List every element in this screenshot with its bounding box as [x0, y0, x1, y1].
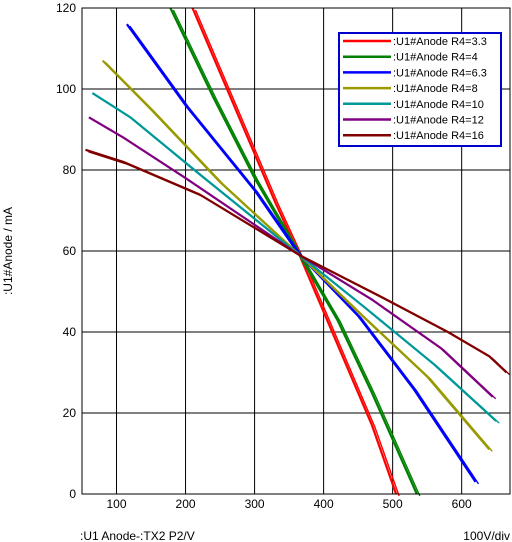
y-axis-label: :U1#Anode / mA [1, 207, 15, 295]
series-line-1-trace [194, 9, 400, 497]
y-tick-label: 40 [63, 325, 77, 339]
series-line-7-trace [88, 151, 510, 376]
y-tick-label: 100 [56, 82, 76, 96]
x-axis-label: :U1 Anode-:TX2 P2/V [80, 529, 195, 542]
legend-label-3: :U1#Anode R4=6.3 [393, 67, 487, 79]
legend-label-1: :U1#Anode R4=3.3 [393, 36, 487, 48]
legend-box [338, 32, 502, 147]
legend: :U1#Anode R4=3.3 :U1#Anode R4=4 :U1#Anode … [338, 32, 502, 147]
x-tick-label: 300 [245, 497, 265, 511]
legend-label-4: :U1#Anode R4=8 [393, 83, 478, 95]
x-tick-label: 100 [107, 497, 127, 511]
legend-label-2: :U1#Anode R4=4 [393, 52, 478, 64]
y-tick-label: 120 [56, 1, 76, 15]
series-line-1 [191, 7, 398, 495]
legend-label-5: :U1#Anode R4=10 [393, 99, 484, 111]
y-tick-label: 0 [69, 487, 76, 501]
x-tick-label: 400 [314, 497, 334, 511]
x-tick-label: 500 [383, 497, 403, 511]
x-tick-label: 200 [176, 497, 196, 511]
plot-frame [81, 7, 511, 495]
legend-label-6: :U1#Anode R4=12 [393, 115, 484, 127]
tick-labels: 100 200 300 400 500 600 0 20 40 60 80 100 120 [56, 1, 472, 511]
y-tick-label: 20 [63, 406, 77, 420]
y-tick-label: 80 [63, 163, 77, 177]
legend-label-7: :U1#Anode R4=16 [393, 130, 484, 142]
y-tick-label: 60 [63, 244, 77, 258]
x-tick-label: 600 [452, 497, 472, 511]
series-group [85, 7, 510, 497]
x-scale-note: 100V/div [463, 529, 510, 542]
